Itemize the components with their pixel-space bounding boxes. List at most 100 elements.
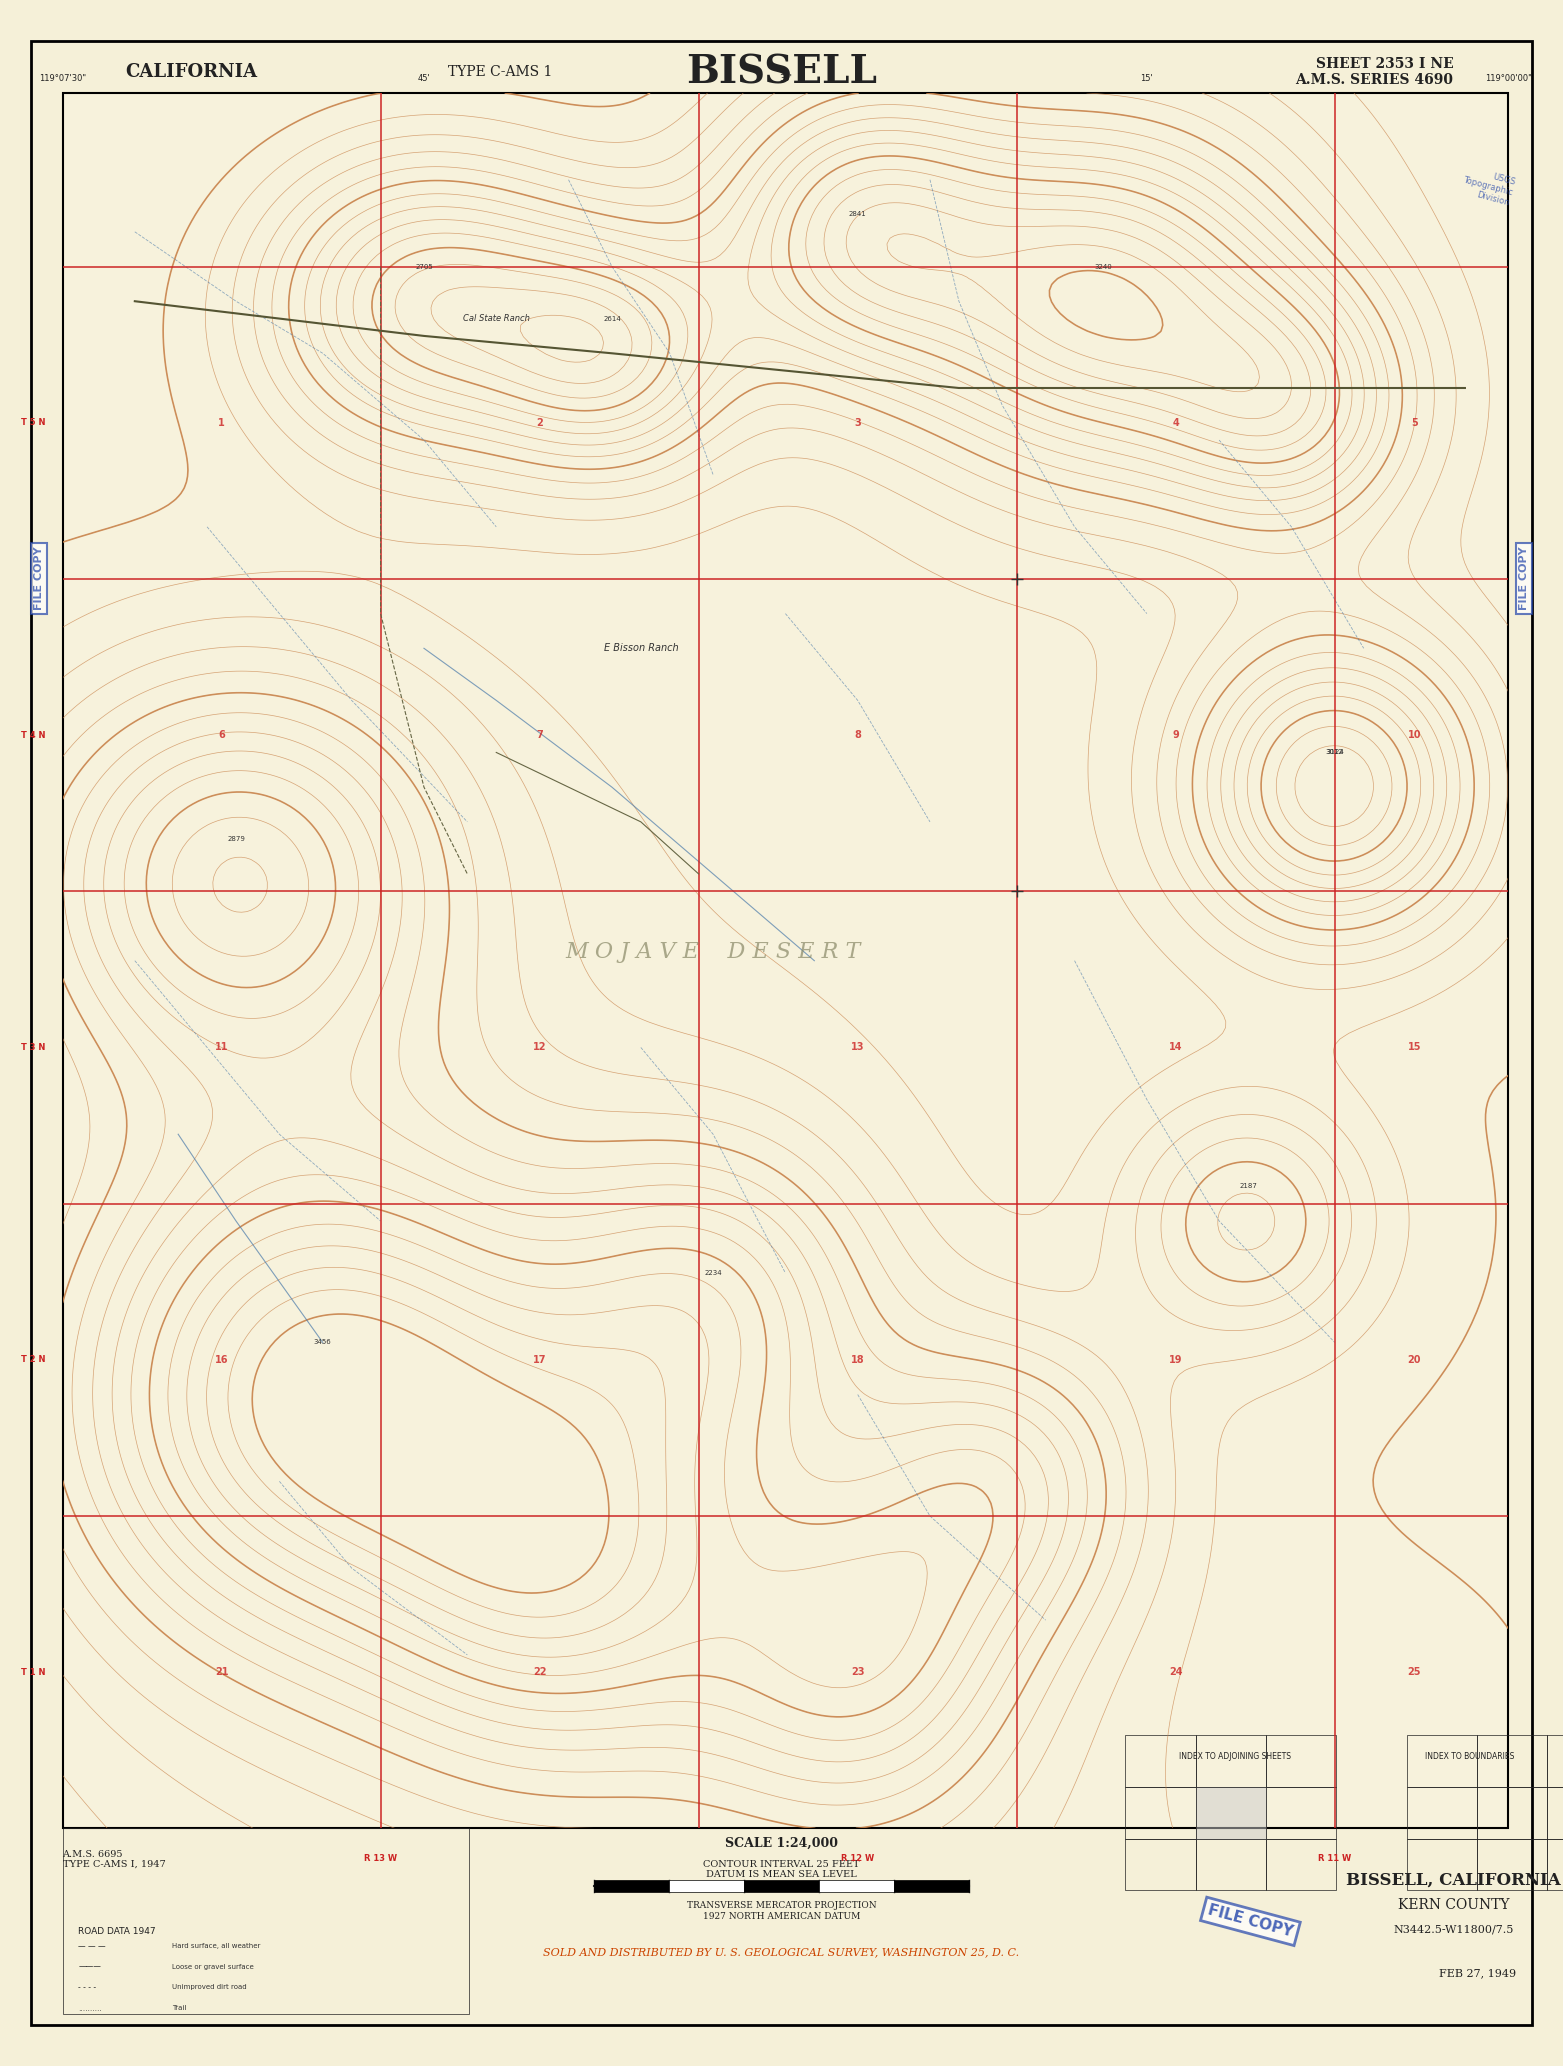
Text: 22: 22 xyxy=(533,1667,547,1678)
Text: 2187: 2187 xyxy=(1239,1184,1257,1190)
Text: SOLD AND DISTRIBUTED BY U. S. GEOLOGICAL SURVEY, WASHINGTON 25, D. C.: SOLD AND DISTRIBUTED BY U. S. GEOLOGICAL… xyxy=(544,1948,1019,1957)
Text: ———: ——— xyxy=(78,1963,102,1971)
Bar xyxy=(1196,1787,1266,1839)
Text: 16: 16 xyxy=(214,1355,228,1366)
Bar xyxy=(1266,1839,1336,1890)
Bar xyxy=(63,93,1508,1828)
Text: 11: 11 xyxy=(214,1043,228,1052)
Text: FILE COPY: FILE COPY xyxy=(34,547,44,609)
Text: 23: 23 xyxy=(850,1667,864,1678)
Text: 12: 12 xyxy=(533,1043,547,1052)
Text: Loose or gravel surface: Loose or gravel surface xyxy=(172,1965,253,1969)
Bar xyxy=(1477,1735,1547,1787)
Text: ROAD DATA 1947: ROAD DATA 1947 xyxy=(78,1928,156,1936)
Bar xyxy=(1547,1735,1563,1787)
Text: 24: 24 xyxy=(1169,1667,1183,1678)
Text: Trail: Trail xyxy=(172,2006,186,2010)
Text: 10: 10 xyxy=(1408,729,1421,740)
Text: 2841: 2841 xyxy=(849,211,866,217)
Text: 20: 20 xyxy=(1408,1355,1421,1366)
Bar xyxy=(1407,1735,1477,1787)
Text: E Bisson Ranch: E Bisson Ranch xyxy=(603,643,678,653)
Text: 6: 6 xyxy=(219,729,225,740)
Text: CALIFORNIA: CALIFORNIA xyxy=(125,64,258,81)
Text: FILE COPY: FILE COPY xyxy=(1207,1903,1294,1940)
Bar xyxy=(1407,1787,1477,1839)
Bar xyxy=(1196,1787,1266,1839)
Bar xyxy=(1477,1787,1547,1839)
Text: 7: 7 xyxy=(536,729,542,740)
Bar xyxy=(669,1880,744,1892)
Text: FEB 27, 1949: FEB 27, 1949 xyxy=(1440,1969,1516,1977)
Bar xyxy=(744,1880,819,1892)
Text: BISSELL, CALIFORNIA: BISSELL, CALIFORNIA xyxy=(1346,1872,1561,1888)
Text: CONTOUR INTERVAL 25 FEET
DATUM IS MEAN SEA LEVEL: CONTOUR INTERVAL 25 FEET DATUM IS MEAN S… xyxy=(703,1859,860,1880)
Text: 3240: 3240 xyxy=(1094,264,1113,269)
Text: 9: 9 xyxy=(1172,729,1179,740)
Text: 30': 30' xyxy=(778,74,792,83)
Text: R 11 W: R 11 W xyxy=(1318,1855,1352,1864)
Text: 3456: 3456 xyxy=(314,1339,331,1345)
Text: N3442.5-W11800/7.5: N3442.5-W11800/7.5 xyxy=(1393,1926,1515,1934)
Text: 1: 1 xyxy=(219,417,225,428)
Bar xyxy=(1547,1787,1563,1839)
Text: R 12 W: R 12 W xyxy=(841,1855,874,1864)
Text: T 3 N: T 3 N xyxy=(20,1043,45,1052)
Bar xyxy=(63,1828,469,2014)
Text: ..........: .......... xyxy=(78,2004,102,2012)
Text: T 2 N: T 2 N xyxy=(20,1355,45,1364)
Text: T 5 N: T 5 N xyxy=(20,417,45,428)
Text: 14: 14 xyxy=(1169,1043,1183,1052)
Text: T 4 N: T 4 N xyxy=(20,731,45,740)
Text: FILE COPY: FILE COPY xyxy=(1519,547,1529,609)
Text: TYPE C-AMS 1: TYPE C-AMS 1 xyxy=(449,66,552,79)
Text: 13: 13 xyxy=(850,1043,864,1052)
Text: 5: 5 xyxy=(1411,417,1418,428)
Text: 17: 17 xyxy=(533,1355,547,1366)
Text: 2705: 2705 xyxy=(416,264,433,269)
Bar xyxy=(1547,1839,1563,1890)
Text: BISSELL: BISSELL xyxy=(686,54,877,91)
Text: 2879: 2879 xyxy=(227,837,245,843)
Text: 25: 25 xyxy=(1408,1667,1421,1678)
Text: 2614: 2614 xyxy=(603,316,621,322)
Text: 119°07'30": 119°07'30" xyxy=(39,74,86,83)
Bar xyxy=(1125,1787,1196,1839)
Bar xyxy=(1477,1839,1547,1890)
Bar xyxy=(1196,1839,1266,1890)
Text: 3012: 3012 xyxy=(1325,750,1344,756)
Bar xyxy=(594,1880,669,1892)
Text: 4: 4 xyxy=(1172,417,1179,428)
Text: R 13 W: R 13 W xyxy=(364,1855,397,1864)
Text: A.M.S. 6695
TYPE C-AMS I, 1947: A.M.S. 6695 TYPE C-AMS I, 1947 xyxy=(63,1849,166,1870)
Bar xyxy=(1125,1839,1196,1890)
Text: 3: 3 xyxy=(855,417,861,428)
Text: Unimproved dirt road: Unimproved dirt road xyxy=(172,1985,247,1990)
Text: USGS
Topographic
Division: USGS Topographic Division xyxy=(1460,165,1516,207)
Text: Cal State Ranch: Cal State Ranch xyxy=(463,314,530,322)
Text: 3124: 3124 xyxy=(1325,750,1344,756)
Text: 45': 45' xyxy=(417,74,430,83)
Text: — — —: — — — xyxy=(78,1942,106,1950)
Text: 21: 21 xyxy=(214,1667,228,1678)
Bar xyxy=(894,1880,969,1892)
Text: T 1 N: T 1 N xyxy=(20,1667,45,1678)
Text: TRANSVERSE MERCATOR PROJECTION
1927 NORTH AMERICAN DATUM: TRANSVERSE MERCATOR PROJECTION 1927 NORT… xyxy=(686,1901,877,1921)
Text: 2234: 2234 xyxy=(705,1271,722,1277)
Text: 15': 15' xyxy=(1141,74,1153,83)
Text: 19: 19 xyxy=(1169,1355,1183,1366)
Text: 8: 8 xyxy=(855,729,861,740)
Bar xyxy=(819,1880,894,1892)
Text: 15: 15 xyxy=(1408,1043,1421,1052)
Text: KERN COUNTY: KERN COUNTY xyxy=(1397,1899,1510,1911)
Bar xyxy=(1266,1787,1336,1839)
Bar xyxy=(1125,1735,1196,1787)
Text: 2: 2 xyxy=(536,417,542,428)
Text: 119°00'00": 119°00'00" xyxy=(1485,74,1532,83)
Text: - - - -: - - - - xyxy=(78,1983,97,1992)
Bar xyxy=(1407,1839,1477,1890)
Text: Hard surface, all weather: Hard surface, all weather xyxy=(172,1944,261,1948)
Text: INDEX TO BOUNDARIES: INDEX TO BOUNDARIES xyxy=(1424,1752,1515,1760)
Text: SCALE 1:24,000: SCALE 1:24,000 xyxy=(725,1837,838,1849)
Bar xyxy=(1196,1735,1266,1787)
